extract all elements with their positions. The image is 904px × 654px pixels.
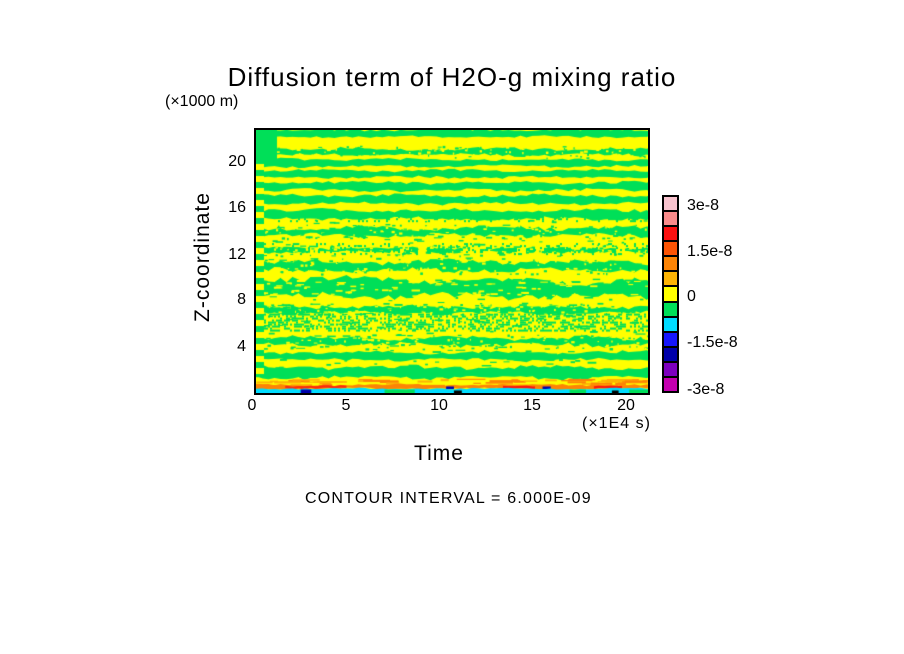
y-tick-label-8: 8 [237,291,246,308]
colorbar-segment [664,315,677,331]
colorbar-segment [664,255,677,271]
colorbar-tick-label: 3e-8 [687,197,720,214]
heatmap-canvas [256,130,648,393]
chart-title: Diffusion term of H2O-g mixing ratio [227,62,677,92]
x-tick-label-0: 0 [247,397,257,414]
x-axis-unit-label: (×1E4 s) [582,415,651,432]
heatmap-plot-area [254,128,650,395]
colorbar-segment [664,330,677,346]
y-tick-label-16: 16 [228,199,246,216]
colorbar-segment [664,240,677,256]
colorbar-tick-label: 1.5e-8 [687,243,733,260]
contour-interval-note: CONTOUR INTERVAL = 6.000E-09 [305,490,592,507]
colorbar-segment [664,285,677,301]
colorbar-segment [664,375,677,392]
colorbar-tick-label: -3e-8 [687,381,725,398]
colorbar-segment [664,197,677,211]
x-axis-label: Time [414,442,464,465]
colorbar-segment [664,300,677,316]
x-tick-label-10: 10 [430,397,448,414]
colorbar [662,195,679,393]
colorbar-segment [664,360,677,376]
y-axis-unit-label: (×1000 m) [165,93,239,110]
colorbar-tick-label: 0 [687,288,696,305]
colorbar-segment [664,210,677,226]
colorbar-segment [664,225,677,241]
colorbar-tick-label: -1.5e-8 [687,334,738,351]
x-tick-label-20: 20 [617,397,635,414]
x-tick-label-15: 15 [523,397,541,414]
colorbar-segment [664,270,677,286]
y-tick-label-12: 12 [228,246,246,263]
y-tick-label-4: 4 [237,338,246,355]
y-tick-label-20: 20 [228,153,246,170]
x-tick-label-5: 5 [341,397,351,414]
colorbar-segment [664,345,677,361]
